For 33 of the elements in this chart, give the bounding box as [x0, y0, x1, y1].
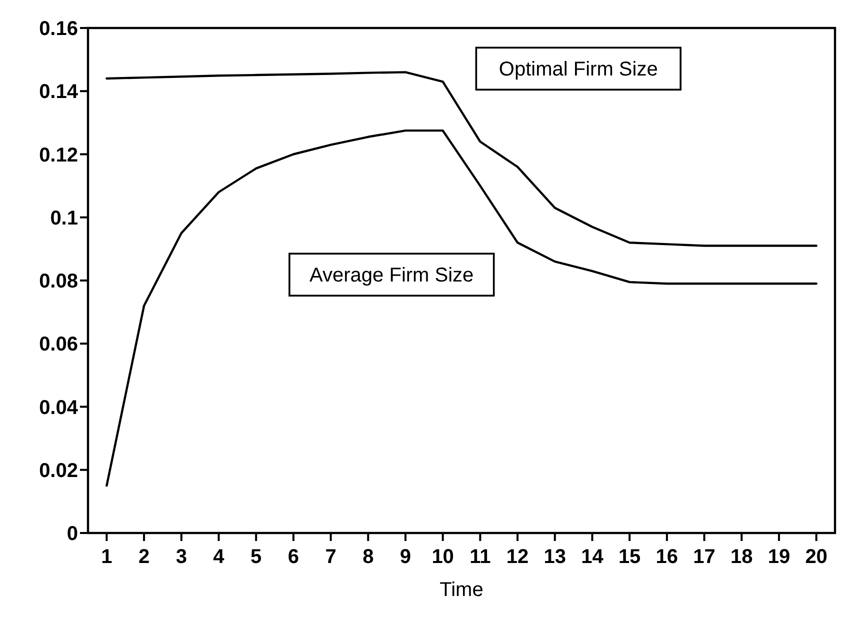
x-tick-label: 9 — [400, 546, 412, 568]
x-tick-label: 10 — [432, 546, 454, 568]
y-tick-label: 0.1 — [50, 207, 78, 230]
y-tick-label: 0.08 — [39, 270, 78, 292]
y-tick-label: 0.14 — [39, 81, 79, 104]
x-tick-label: 3 — [176, 546, 187, 568]
x-tick-label: 5 — [250, 546, 262, 568]
y-tick-label: 0.02 — [39, 460, 78, 482]
x-tick-label: 8 — [362, 546, 374, 568]
x-tick-label: 14 — [581, 546, 604, 568]
text: Average Firm Size — [310, 264, 474, 287]
x-tick-label: 4 — [213, 546, 226, 568]
x-tick-label: 17 — [693, 546, 716, 568]
x-axis-title: Time — [440, 579, 484, 601]
x-tick-label: 2 — [138, 546, 150, 568]
y-tick-label: 0.06 — [39, 334, 78, 356]
y-tick-label: 0.12 — [39, 144, 78, 166]
x-tick-label: 12 — [506, 546, 529, 568]
text: Optimal Firm Size — [498, 58, 658, 81]
line-series — [106, 129, 818, 487]
x-tick-label: 16 — [656, 546, 678, 568]
y-tick-label: 0.16 — [39, 18, 78, 40]
x-tick-label: 20 — [805, 546, 828, 568]
x-tick-label: 15 — [618, 546, 641, 568]
x-tick-label: 18 — [730, 546, 753, 568]
y-tick-label: 0.04 — [39, 396, 79, 419]
x-tick-label: 11 — [470, 546, 491, 568]
x-tick-label: 6 — [288, 546, 299, 568]
x-tick-label: 13 — [544, 546, 566, 568]
x-tick-label: 1 — [101, 546, 112, 568]
x-tick-label: 7 — [325, 546, 336, 568]
x-tick-label: 19 — [768, 546, 790, 568]
y-tick-label: 0 — [66, 523, 78, 545]
